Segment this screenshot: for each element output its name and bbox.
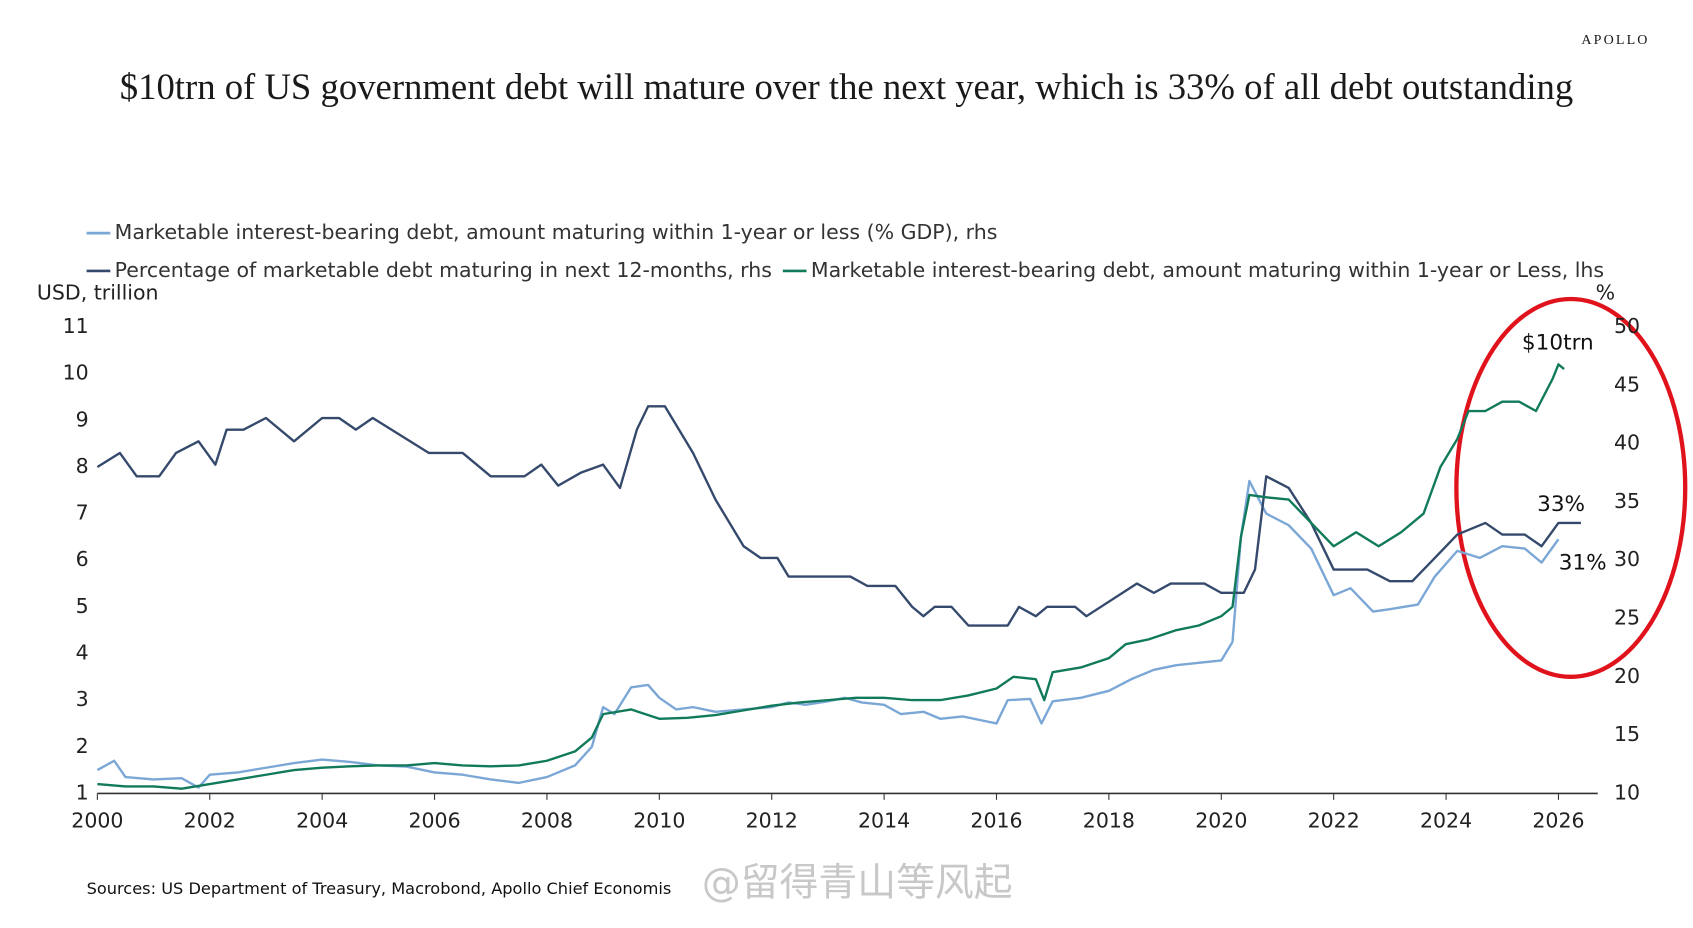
y-tick-label: 8 — [76, 454, 89, 478]
annotation: 31% — [1559, 550, 1607, 575]
x-tick-label: 2000 — [71, 808, 123, 832]
y-tick-label: 6 — [76, 547, 89, 571]
x-tick-label: 2004 — [296, 808, 348, 832]
series-line — [97, 363, 1565, 790]
x-tick-label: 2016 — [970, 808, 1022, 832]
x-tick-label: 2002 — [184, 808, 236, 832]
source: Sources: US Department of Treasury, Macr… — [87, 879, 672, 898]
chart-title: $10trn of US government debt will mature… — [120, 66, 1573, 107]
x-tick-label: 2024 — [1420, 808, 1472, 832]
highlight-ellipse — [1454, 296, 1688, 679]
y-tick-label: 10 — [63, 361, 89, 385]
y-tick-label: 11 — [63, 314, 89, 338]
watermark: @留得青山等风起 — [702, 861, 1013, 906]
y2-tick-label: 15 — [1614, 722, 1640, 746]
x-tick-label: 2006 — [408, 808, 460, 832]
y2-tick-label: 10 — [1614, 780, 1640, 804]
y2-tick-label: 40 — [1614, 431, 1640, 455]
x-tick-label: 2008 — [521, 808, 573, 832]
y-tick-label: 7 — [76, 501, 89, 525]
x-tick-label: 2012 — [746, 808, 798, 832]
x-tick-label: 2018 — [1083, 808, 1135, 832]
y-tick-label: 1 — [76, 780, 89, 804]
y-axis-label: USD, trillion — [37, 281, 159, 305]
x-tick-label: 2014 — [858, 808, 910, 832]
legend-label: Marketable interest-bearing debt, amount… — [115, 220, 998, 244]
y-tick-label: 3 — [76, 687, 89, 711]
y-tick-label: 9 — [76, 407, 89, 431]
y2-tick-label: 30 — [1614, 547, 1640, 571]
y2-axis-label: % — [1596, 281, 1615, 305]
y-tick-label: 2 — [76, 734, 89, 758]
y2-tick-label: 50 — [1614, 314, 1640, 338]
series-line — [96, 479, 1560, 789]
y-tick-label: 4 — [76, 640, 89, 664]
y2-tick-label: 35 — [1614, 489, 1640, 513]
x-tick-label: 2022 — [1308, 808, 1360, 832]
legend-label: Marketable interest-bearing debt, amount… — [811, 258, 1604, 282]
annotation: 33% — [1537, 492, 1585, 517]
legend-label: Percentage of marketable debt maturing i… — [115, 258, 772, 282]
brand: APOLLO — [1581, 32, 1649, 48]
y2-tick-label: 45 — [1614, 372, 1640, 396]
x-tick-label: 2026 — [1532, 808, 1584, 832]
y2-tick-label: 25 — [1614, 606, 1640, 630]
annotation: $10trn — [1522, 330, 1594, 355]
y2-tick-label: 20 — [1614, 664, 1640, 688]
x-tick-label: 2020 — [1195, 808, 1247, 832]
x-tick-label: 2010 — [633, 808, 685, 832]
y-tick-label: 5 — [76, 594, 89, 618]
series-line — [96, 405, 1581, 627]
